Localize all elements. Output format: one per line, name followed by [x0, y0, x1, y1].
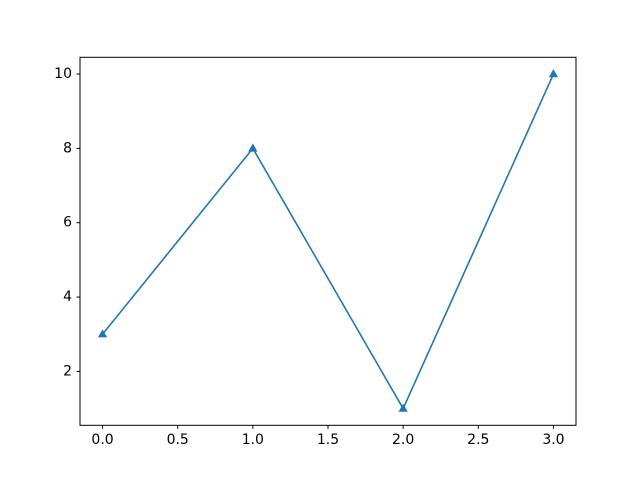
data-point-marker [548, 69, 559, 78]
plot-frame [79, 56, 577, 426]
x-tick-label: 0.0 [91, 432, 113, 448]
y-tick-label: 10 [54, 66, 72, 82]
y-tick-label: 8 [63, 140, 72, 156]
x-tick-label: 0.5 [167, 432, 189, 448]
y-tick-label: 4 [63, 289, 72, 305]
x-tick-label: 2.0 [392, 432, 414, 448]
data-point-marker [248, 143, 258, 152]
y-tick-label: 6 [63, 215, 72, 231]
x-tick-label: 1.0 [242, 432, 264, 448]
data-point-marker [97, 329, 108, 338]
axes: 0.0 0.5 1.0 1.5 2.0 2.5 3.0 2 4 6 8 10 [54, 56, 577, 448]
data-line [101, 73, 555, 410]
x-tick-label: 3.0 [542, 432, 564, 448]
x-tick-label: 2.5 [467, 432, 489, 448]
x-tick-label: 1.5 [317, 432, 339, 448]
y-tick-label: 2 [63, 363, 72, 379]
data-point-marker [398, 403, 408, 412]
